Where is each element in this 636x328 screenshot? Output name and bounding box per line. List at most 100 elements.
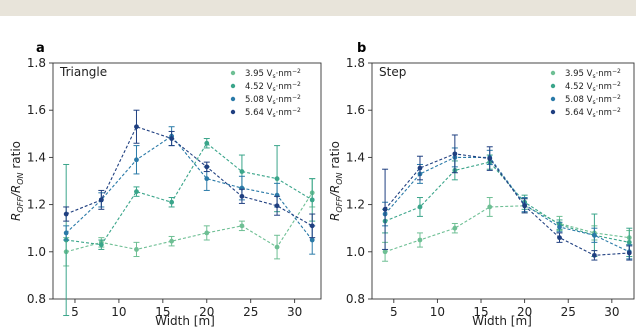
y-tick-label: 1.4 xyxy=(346,150,365,164)
x-tick-label: 15 xyxy=(473,305,488,319)
y-axis-label: ROFF/RON ratio xyxy=(328,141,344,221)
panel-title: Triangle xyxy=(59,65,107,79)
legend-label: 3.95 Vs·nm−2 xyxy=(245,68,301,80)
y-tick-label: 1.8 xyxy=(27,56,46,70)
y-tick-label: 1.2 xyxy=(27,198,46,212)
legend-label: 4.52 Vs·nm−2 xyxy=(565,81,621,93)
legend-marker xyxy=(550,70,556,76)
data-point xyxy=(309,197,315,203)
data-point xyxy=(452,225,458,231)
x-tick-label: 25 xyxy=(243,305,258,319)
x-tick-label: 5 xyxy=(390,305,398,319)
panel-title: Step xyxy=(379,65,406,79)
y-tick-label: 0.8 xyxy=(27,292,46,306)
data-point xyxy=(98,242,104,248)
plot-frame xyxy=(52,62,322,300)
legend: 3.95 Vs·nm−24.52 Vs·nm−25.08 Vs·nm−25.64… xyxy=(550,68,621,119)
data-point xyxy=(134,189,139,195)
data-point xyxy=(274,244,280,250)
x-tick-label: 10 xyxy=(430,305,445,319)
data-point xyxy=(382,206,388,212)
series-4 xyxy=(63,109,316,239)
x-tick-label: 10 xyxy=(111,305,126,319)
series-line xyxy=(66,192,313,253)
y-tick-label: 1.0 xyxy=(27,245,46,259)
data-point xyxy=(169,136,175,141)
data-point xyxy=(557,235,562,241)
data-point xyxy=(204,140,210,146)
legend-label: 5.64 Vs·nm−2 xyxy=(245,107,301,119)
data-point xyxy=(309,223,315,229)
top-strip xyxy=(0,0,636,16)
data-point xyxy=(626,239,632,245)
x-tick-label: 5 xyxy=(71,305,79,319)
legend-label: 4.52 Vs·nm−2 xyxy=(245,81,301,93)
chart-panel-a: a Triangle 0.8 1.0 1.2 1.4 1.6 1.8 5 10 15 20 25 30 Wi… xyxy=(9,41,322,328)
data-point xyxy=(204,230,210,236)
legend-marker xyxy=(230,96,236,102)
plot-frame xyxy=(371,62,635,300)
data-point xyxy=(487,156,493,161)
data-point xyxy=(417,204,423,210)
data-point xyxy=(557,224,562,230)
legend-label: 5.64 Vs·nm−2 xyxy=(565,107,621,119)
panel-letter: a xyxy=(36,41,45,56)
x-tick-label: 30 xyxy=(287,305,302,319)
legend-marker xyxy=(230,83,236,89)
y-tick-label: 1.6 xyxy=(346,103,365,117)
data-point xyxy=(134,247,139,252)
data-point xyxy=(522,203,528,209)
panel-letter: b xyxy=(357,41,366,56)
data-point xyxy=(63,211,69,217)
legend: 3.95 Vs·nm−24.52 Vs·nm−25.08 Vs·nm−25.64… xyxy=(230,68,301,119)
x-tick-label: 25 xyxy=(561,305,576,319)
y-tick-label: 0.8 xyxy=(346,292,365,306)
y-tick-label: 1.6 xyxy=(27,103,46,117)
y-tick-label: 1.0 xyxy=(346,245,365,259)
data-point xyxy=(63,230,69,236)
data-point xyxy=(204,164,210,170)
legend-marker xyxy=(230,70,236,76)
chart-panel-b: b Step 0.8 1.0 1.2 1.4 1.6 1.8 5 10 15 20 25 30 Width … xyxy=(328,41,635,328)
series-3 xyxy=(63,126,316,255)
data-point xyxy=(417,237,423,243)
data-point xyxy=(591,232,597,238)
x-tick-label: 20 xyxy=(517,305,532,319)
data-point xyxy=(239,193,245,199)
series-line xyxy=(66,142,313,246)
data-point xyxy=(487,204,493,210)
data-point xyxy=(134,157,139,163)
data-point xyxy=(591,252,597,258)
y-axis-label: ROFF/RON ratio xyxy=(9,141,25,221)
series-2 xyxy=(63,138,316,317)
legend-marker xyxy=(550,109,556,115)
series-line xyxy=(384,153,630,256)
data-point xyxy=(134,124,139,130)
x-tick-label: 30 xyxy=(604,305,619,319)
data-point xyxy=(169,238,175,244)
data-point xyxy=(239,223,245,229)
y-tick-label: 1.2 xyxy=(346,198,365,212)
data-point xyxy=(626,250,632,256)
series-line xyxy=(65,126,313,227)
data-point xyxy=(417,165,423,171)
data-point xyxy=(274,203,280,209)
series-4 xyxy=(382,134,633,261)
legend-marker xyxy=(550,83,556,89)
y-tick-label: 1.8 xyxy=(346,56,365,70)
data-point xyxy=(274,176,280,182)
data-point xyxy=(204,176,210,182)
x-axis-label: Width [m] xyxy=(155,314,215,328)
data-point xyxy=(239,169,245,174)
data-point xyxy=(309,237,315,243)
legend-marker xyxy=(230,109,236,115)
legend-label: 3.95 Vs·nm−2 xyxy=(565,68,621,80)
legend-marker xyxy=(550,96,556,102)
x-tick-label: 20 xyxy=(199,305,214,319)
data-point xyxy=(169,199,175,205)
x-axis-label: Width [m] xyxy=(472,314,532,328)
data-point xyxy=(382,249,388,255)
y-tick-label: 1.4 xyxy=(27,150,46,164)
x-tick-label: 15 xyxy=(155,305,170,319)
